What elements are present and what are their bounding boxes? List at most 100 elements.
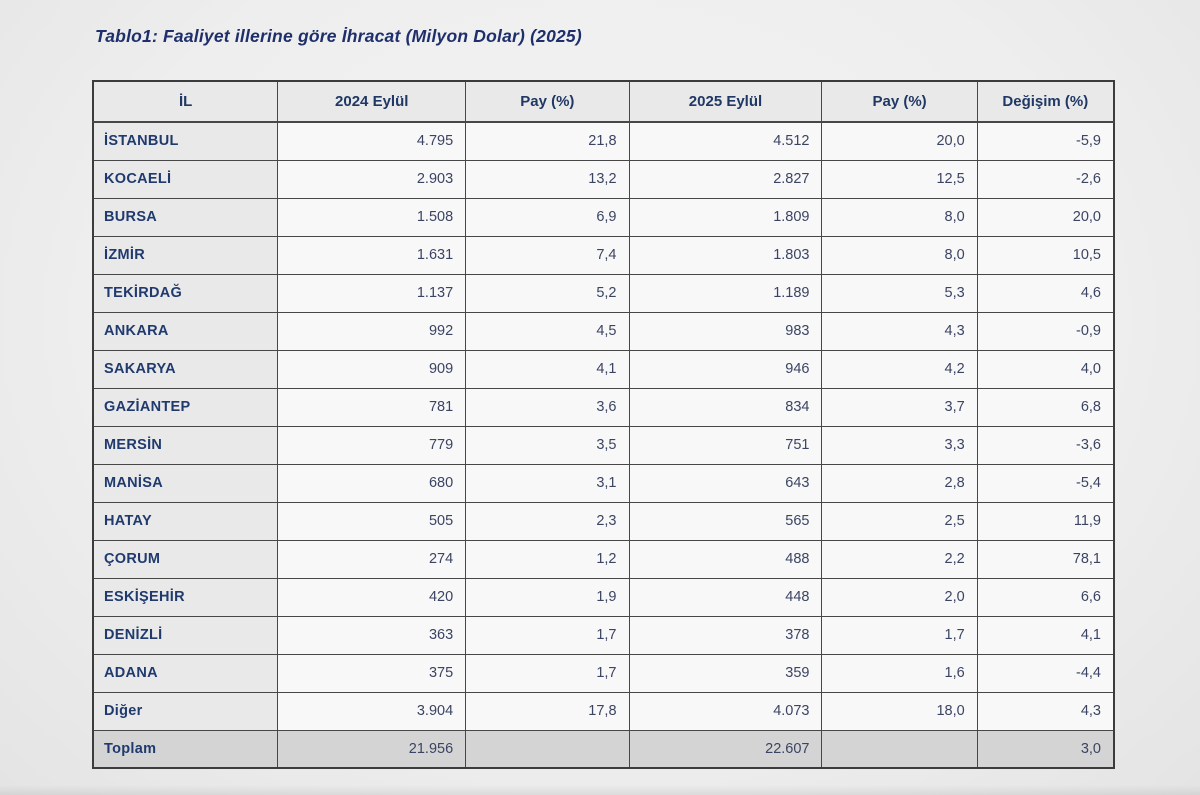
- province-cell: ESKİŞEHİR: [92, 577, 279, 617]
- province-cell: DENİZLİ: [92, 615, 279, 655]
- table-row: HATAY 505 2,3 565 2,5 11,9: [92, 501, 1115, 541]
- value-cell: 505: [277, 501, 467, 541]
- value-cell: 1.508: [277, 197, 467, 237]
- value-cell: 4,0: [976, 349, 1115, 389]
- province-cell: SAKARYA: [92, 349, 279, 389]
- value-cell: 3,7: [821, 387, 978, 427]
- value-cell: 359: [628, 653, 823, 693]
- value-cell: 751: [628, 425, 823, 465]
- table-body: İSTANBUL 4.795 21,8 4.512 20,0 -5,9 KOCAELİ 2.9…: [92, 121, 1115, 769]
- value-cell: 3.904: [277, 691, 467, 731]
- province-cell: ÇORUM: [92, 539, 279, 579]
- value-cell: 565: [628, 501, 823, 541]
- value-cell: 4,1: [465, 349, 630, 389]
- value-cell: 1.809: [628, 197, 823, 237]
- province-cell: TEKİRDAĞ: [92, 273, 279, 313]
- value-cell: -5,4: [976, 463, 1115, 503]
- table-row: TEKİRDAĞ 1.137 5,2 1.189 5,3 4,6: [92, 273, 1115, 313]
- value-cell: 18,0: [821, 691, 978, 731]
- page-title: Tablo1: Faaliyet illerine göre İhracat (…: [95, 26, 582, 46]
- value-cell: 3,3: [821, 425, 978, 465]
- value-cell: -3,6: [976, 425, 1115, 465]
- value-cell: 21,8: [465, 121, 630, 161]
- value-cell: -0,9: [976, 311, 1115, 351]
- value-cell: 1,7: [821, 615, 978, 655]
- province-cell: ADANA: [92, 653, 279, 693]
- value-cell: [465, 729, 630, 769]
- value-cell: 3,6: [465, 387, 630, 427]
- value-cell: 6,9: [465, 197, 630, 237]
- value-cell: 378: [628, 615, 823, 655]
- column-header-3: 2025 Eylül: [628, 80, 823, 123]
- header-row: İL 2024 Eylül Pay (%) 2025 Eylül Pay (%) Deği…: [92, 80, 1115, 123]
- value-cell: -5,9: [976, 121, 1115, 161]
- column-header-1: 2024 Eylül: [277, 80, 467, 123]
- table-row: DENİZLİ 363 1,7 378 1,7 4,1: [92, 615, 1115, 655]
- table-row: Diğer 3.904 17,8 4.073 18,0 4,3: [92, 691, 1115, 731]
- value-cell: 12,5: [821, 159, 978, 199]
- value-cell: 375: [277, 653, 467, 693]
- value-cell: 779: [277, 425, 467, 465]
- province-cell: KOCAELİ: [92, 159, 279, 199]
- province-cell: HATAY: [92, 501, 279, 541]
- value-cell: 3,5: [465, 425, 630, 465]
- value-cell: 2,5: [821, 501, 978, 541]
- value-cell: 4,2: [821, 349, 978, 389]
- column-header-2: Pay (%): [465, 80, 630, 123]
- value-cell: 3,0: [976, 729, 1115, 769]
- value-cell: 10,5: [976, 235, 1115, 275]
- value-cell: 983: [628, 311, 823, 351]
- value-cell: 488: [628, 539, 823, 579]
- value-cell: 3,1: [465, 463, 630, 503]
- value-cell: 1.137: [277, 273, 467, 313]
- value-cell: 834: [628, 387, 823, 427]
- value-cell: 20,0: [821, 121, 978, 161]
- table-row: GAZİANTEP 781 3,6 834 3,7 6,8: [92, 387, 1115, 427]
- page-bottom-shadow: [0, 785, 1200, 795]
- province-cell: Toplam: [92, 729, 279, 769]
- table-row: ADANA 375 1,7 359 1,6 -4,4: [92, 653, 1115, 693]
- table-row: KOCAELİ 2.903 13,2 2.827 12,5 -2,6: [92, 159, 1115, 199]
- value-cell: 20,0: [976, 197, 1115, 237]
- value-cell: 78,1: [976, 539, 1115, 579]
- value-cell: 781: [277, 387, 467, 427]
- value-cell: 1,2: [465, 539, 630, 579]
- column-header-0: İL: [92, 80, 279, 123]
- table-row: BURSA 1.508 6,9 1.809 8,0 20,0: [92, 197, 1115, 237]
- table-row: ANKARA 992 4,5 983 4,3 -0,9: [92, 311, 1115, 351]
- value-cell: 21.956: [277, 729, 467, 769]
- province-cell: ANKARA: [92, 311, 279, 351]
- value-cell: 420: [277, 577, 467, 617]
- value-cell: 1,7: [465, 653, 630, 693]
- value-cell: 1.631: [277, 235, 467, 275]
- province-cell: İZMİR: [92, 235, 279, 275]
- province-cell: Diğer: [92, 691, 279, 731]
- province-cell: MERSİN: [92, 425, 279, 465]
- export-table-container: İL 2024 Eylül Pay (%) 2025 Eylül Pay (%) Deği…: [92, 80, 1115, 769]
- value-cell: 909: [277, 349, 467, 389]
- value-cell: 13,2: [465, 159, 630, 199]
- value-cell: 4,5: [465, 311, 630, 351]
- value-cell: 274: [277, 539, 467, 579]
- value-cell: 6,8: [976, 387, 1115, 427]
- value-cell: -4,4: [976, 653, 1115, 693]
- province-cell: GAZİANTEP: [92, 387, 279, 427]
- province-cell: BURSA: [92, 197, 279, 237]
- table-row: MANİSA 680 3,1 643 2,8 -5,4: [92, 463, 1115, 503]
- value-cell: 8,0: [821, 197, 978, 237]
- value-cell: 2,2: [821, 539, 978, 579]
- province-cell: MANİSA: [92, 463, 279, 503]
- value-cell: 1,6: [821, 653, 978, 693]
- value-cell: 5,2: [465, 273, 630, 313]
- value-cell: 946: [628, 349, 823, 389]
- value-cell: 1,9: [465, 577, 630, 617]
- value-cell: 4,3: [821, 311, 978, 351]
- value-cell: 4.073: [628, 691, 823, 731]
- value-cell: 643: [628, 463, 823, 503]
- table-row: İZMİR 1.631 7,4 1.803 8,0 10,5: [92, 235, 1115, 275]
- table-row: ÇORUM 274 1,2 488 2,2 78,1: [92, 539, 1115, 579]
- value-cell: 4.512: [628, 121, 823, 161]
- table-row: MERSİN 779 3,5 751 3,3 -3,6: [92, 425, 1115, 465]
- value-cell: 2,8: [821, 463, 978, 503]
- value-cell: 2,0: [821, 577, 978, 617]
